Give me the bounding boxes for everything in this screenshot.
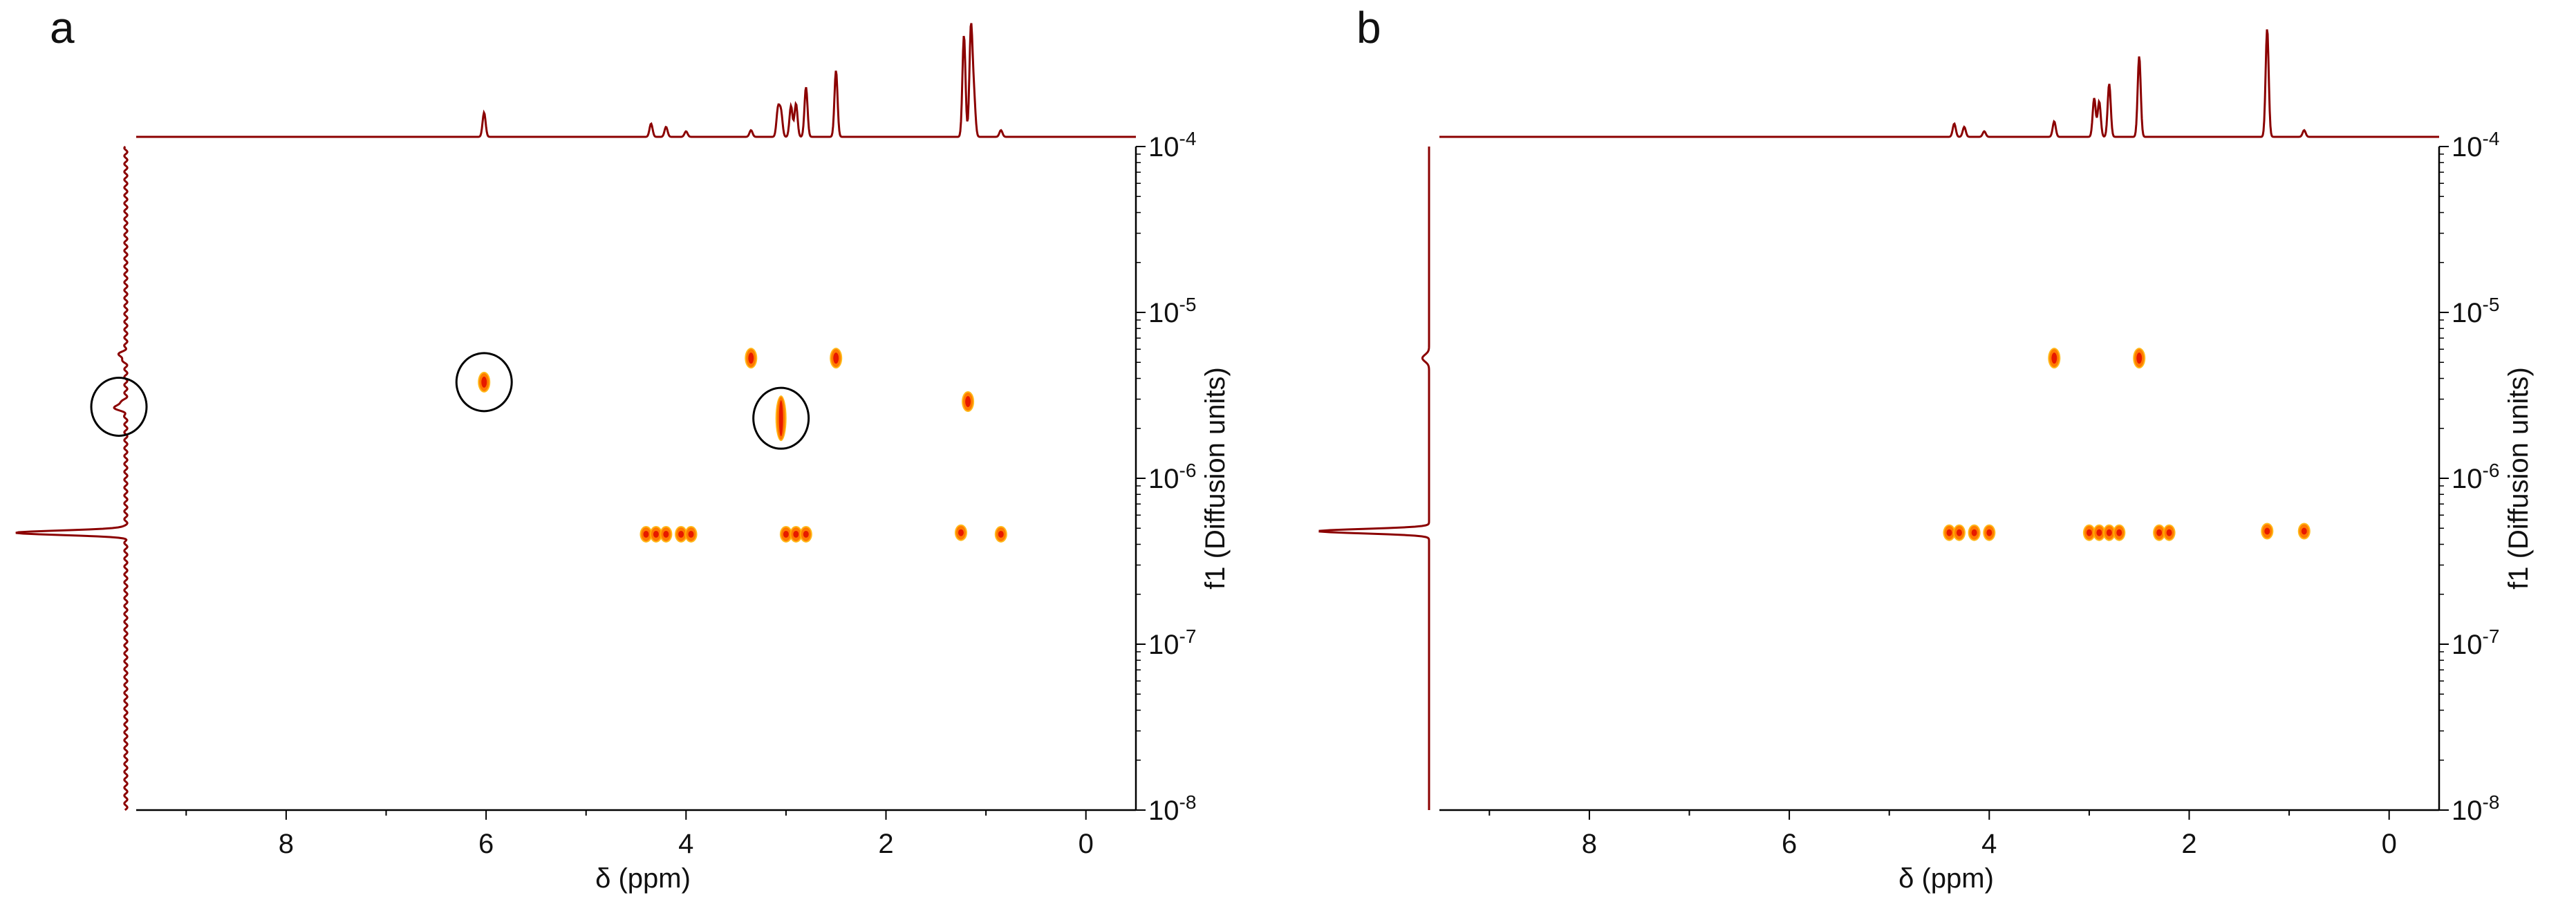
diffusion-peak	[1983, 524, 1996, 541]
top-projection-spectrum	[136, 23, 1136, 138]
panel-b: b 8 6 4 2 0 δ (ppm) 10-4 10-5 10-6 10-7 10-8 f1 (Dif…	[1318, 3, 2534, 894]
x-tick-label: 2	[2181, 829, 2196, 859]
highlight-circle	[455, 352, 513, 413]
diffusion-peak	[1968, 524, 1981, 541]
x-tick-label: 8	[1582, 829, 1597, 859]
diffusion-peak	[2163, 524, 2176, 541]
diffusion-peak	[779, 525, 792, 543]
x-tick-label: 6	[1782, 829, 1797, 859]
diffusion-peak	[2093, 524, 2106, 541]
diffusion-peak	[790, 525, 803, 543]
y-axis-label: f1 (Diffusion units)	[2503, 367, 2534, 590]
highlight-circle	[752, 386, 810, 450]
diffusion-peak	[775, 395, 787, 442]
y-axis-label: f1 (Diffusion units)	[1200, 367, 1231, 590]
diffusion-peak	[2261, 523, 2274, 540]
y-tick-label: 10-5	[2452, 294, 2499, 328]
diffusion-peak	[2113, 524, 2126, 541]
diffusion-peak	[1952, 524, 1966, 541]
y-tick-label: 10-5	[1148, 294, 1196, 328]
panel-a: a 8 6 4 2 0 δ (ppm) 10-4 10-5 10-6 10-7 10-8 f1 (Dif…	[15, 3, 1231, 894]
diffusion-peak	[954, 524, 967, 541]
diffusion-peak	[684, 525, 698, 543]
x-tick-label: 8	[279, 829, 294, 859]
diffusion-peak	[2153, 524, 2166, 541]
x-tick-label: 4	[1981, 829, 1997, 859]
x-axis-label: δ (ppm)	[595, 863, 691, 894]
diffusion-peak	[830, 348, 843, 369]
diffusion-peak	[799, 525, 812, 543]
diffusion-peak	[660, 525, 673, 543]
diffusion-peak	[675, 525, 688, 543]
x-tick-label: 2	[878, 829, 893, 859]
diffusion-peak	[649, 525, 662, 543]
y-tick-label: 10-8	[2452, 791, 2499, 826]
y-tick-label: 10-4	[1148, 128, 1196, 162]
highlight-circle	[90, 376, 148, 437]
y-tick-label: 10-8	[1148, 791, 1196, 826]
x-tick-label: 4	[678, 829, 693, 859]
y-tick-label: 10-4	[2452, 128, 2499, 162]
diffusion-peak	[994, 525, 1007, 543]
panel-label: a	[50, 3, 75, 53]
diffusion-peak	[745, 348, 758, 369]
x-tick-label: 0	[2382, 829, 2397, 859]
side-projection-spectrum	[15, 145, 129, 811]
diffusion-peak	[478, 371, 491, 393]
panel-label: b	[1356, 3, 1381, 53]
diffusion-peak	[640, 525, 653, 543]
diffusion-peak	[962, 391, 975, 413]
x-tick-label: 0	[1079, 829, 1094, 859]
top-projection-spectrum	[1439, 29, 2439, 138]
diffusion-peak	[2048, 348, 2061, 369]
diffusion-peak	[1943, 524, 1956, 541]
x-tick-label: 6	[478, 829, 494, 859]
y-tick-label: 10-7	[2452, 626, 2499, 660]
diffusion-peak	[2082, 524, 2096, 541]
y-tick-label: 10-6	[1148, 460, 1196, 494]
x-axis-label: δ (ppm)	[1898, 863, 1994, 894]
y-tick-label: 10-7	[1148, 626, 1196, 660]
diffusion-peak	[2297, 523, 2311, 540]
diffusion-peak	[2102, 524, 2116, 541]
y-tick-label: 10-6	[2452, 460, 2499, 494]
diffusion-peak	[2133, 348, 2146, 369]
side-projection-spectrum	[1318, 147, 1430, 810]
